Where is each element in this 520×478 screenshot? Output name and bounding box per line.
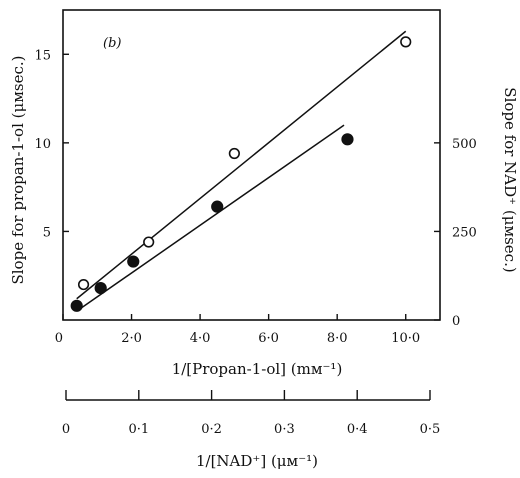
filled-circle-point [211, 200, 224, 213]
y-left-tick-label: 15 [34, 48, 51, 63]
secondary-x-tick-label: 0·4 [347, 422, 368, 437]
y-left-tick-label: 5 [43, 225, 51, 240]
filled-circle-point [70, 299, 83, 312]
fit-line [76, 30, 407, 300]
x-tick-label: 6·0 [258, 331, 279, 346]
secondary-x-tick-label: 0 [62, 422, 70, 437]
y-right-tick-label: 250 [452, 225, 477, 240]
filled-circle-point [341, 133, 354, 146]
data-points [70, 36, 412, 312]
open-circle-point [400, 36, 412, 48]
left-axis-ticks: 5 10 15 [34, 48, 69, 240]
panel-label: (b) [103, 36, 121, 51]
secondary-x-axis: 0 0·1 0·2 0·3 0·4 0·5 [62, 390, 440, 437]
open-circle-point [228, 147, 240, 160]
fit-line [76, 124, 345, 312]
secondary-x-tick-label: 0·3 [274, 422, 295, 437]
y-axis-label-right: Slope for NAD⁺ (μмsec.) [501, 87, 519, 272]
filled-circle-point [94, 282, 107, 295]
secondary-x-axis-label: 1/[NAD⁺] (μм⁻¹) [196, 452, 318, 470]
y-axis-label-left: Slope for propan-1-ol (μмsec.) [9, 55, 27, 284]
x-tick-label: 4·0 [190, 331, 211, 346]
x-tick-label: 0 [55, 331, 63, 346]
x-tick-label: 2·0 [121, 331, 142, 346]
fit-lines [76, 30, 407, 312]
x-tick-label: 10·0 [391, 331, 420, 346]
plot-frame [62, 9, 441, 321]
open-circle-point [143, 236, 155, 248]
y-right-tick-label: 0 [452, 314, 460, 329]
y-left-tick-label: 10 [34, 137, 51, 152]
x-axis-label: 1/[Propan-1-ol] (mм⁻¹) [172, 360, 343, 378]
bottom-axis-ticks: 0 2·0 4·0 6·0 8·0 10·0 [55, 314, 420, 346]
secondary-x-tick-label: 0·5 [420, 422, 441, 437]
open-circle-point [77, 278, 90, 291]
x-tick-label: 8·0 [327, 331, 348, 346]
filled-circle-point [127, 255, 140, 268]
right-axis-ticks: 0 250 500 [434, 137, 477, 329]
y-right-tick-label: 500 [452, 137, 477, 152]
secondary-x-tick-label: 0·2 [201, 422, 222, 437]
secondary-x-tick-label: 0·1 [128, 422, 149, 437]
